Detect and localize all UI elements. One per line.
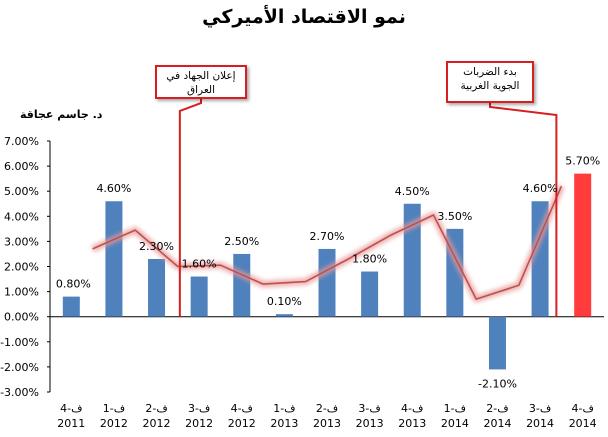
- bar: [361, 271, 379, 317]
- x-tick-label-quarter: ف-3: [358, 402, 380, 415]
- data-label: 0.80%: [56, 278, 91, 291]
- y-tick-label: -2.00%: [0, 361, 39, 374]
- bar: [105, 201, 123, 317]
- annotation-callout: بدء الضربات الجوية الغربية: [446, 61, 534, 103]
- x-tick-label-year: 2012: [100, 417, 128, 430]
- x-tick-label-year: 2012: [143, 417, 171, 430]
- annotation-connector: [178, 99, 202, 317]
- data-label: 3.50%: [437, 210, 472, 223]
- data-label: 4.50%: [395, 185, 430, 198]
- x-tick-label-quarter: ف-3: [529, 402, 551, 415]
- data-label: 2.50%: [224, 235, 259, 248]
- data-label: 5.70%: [565, 155, 600, 168]
- data-label: 2.30%: [139, 240, 174, 253]
- y-tick-label: 1.00%: [4, 286, 39, 299]
- y-tick-label: 4.00%: [4, 210, 39, 223]
- y-tick-label: 6.00%: [4, 160, 39, 173]
- x-tick-label-year: 2011: [57, 417, 85, 430]
- x-tick-label-year: 2012: [228, 417, 256, 430]
- annotation-callout: إعلان الجهاد في العراق: [155, 65, 247, 99]
- x-tick-label-year: 2014: [441, 417, 469, 430]
- x-tick-label-quarter: ف-4: [60, 402, 82, 415]
- x-tick-label-quarter: ف-2: [316, 402, 338, 415]
- bar: [574, 173, 592, 317]
- x-tick-label-year: 2012: [185, 417, 213, 430]
- chart-title: نمو الاقتصاد الأميركي: [202, 6, 406, 28]
- annotation-line: إعلان الجهاد في: [166, 70, 236, 82]
- data-label: -2.10%: [478, 377, 517, 390]
- bar: [62, 296, 80, 317]
- data-label: 4.60%: [523, 182, 558, 195]
- bar: [148, 258, 166, 317]
- x-tick-label-quarter: ف-1: [103, 402, 125, 415]
- annotation-line: العراق: [186, 84, 216, 96]
- x-tick-label-year: 2014: [569, 417, 597, 430]
- x-tick-label-quarter: ف-1: [273, 402, 295, 415]
- bar: [190, 276, 208, 317]
- x-tick-label-year: 2013: [398, 417, 426, 430]
- annotation-line: بدء الضربات: [463, 66, 517, 78]
- bar: [275, 314, 293, 317]
- x-tick-label-year: 2014: [526, 417, 554, 430]
- bar: [403, 203, 421, 317]
- x-tick-label-year: 2013: [356, 417, 384, 430]
- data-label: 0.10%: [267, 295, 302, 308]
- data-label: 1.80%: [352, 253, 387, 266]
- y-tick-label: -3.00%: [0, 386, 39, 399]
- x-tick-label-quarter: ف-1: [444, 402, 466, 415]
- y-tick-label: 2.00%: [4, 261, 39, 274]
- data-label: 2.70%: [310, 230, 345, 243]
- x-tick-label-quarter: ف-4: [401, 402, 423, 415]
- x-tick-label-quarter: ف-4: [572, 402, 594, 415]
- x-tick-label-quarter: ف-4: [231, 402, 253, 415]
- y-tick-label: 5.00%: [4, 185, 39, 198]
- bar: [233, 253, 251, 317]
- y-tick-label: 7.00%: [4, 135, 39, 148]
- y-tick-label: 0.00%: [4, 311, 39, 324]
- y-tick-label: 3.00%: [4, 235, 39, 248]
- annotation-connector: [489, 103, 558, 317]
- x-tick-label-quarter: ف-2: [486, 402, 508, 415]
- x-tick-label-quarter: ف-3: [188, 402, 210, 415]
- author-credit: د. جاسم عجاقة: [20, 108, 103, 121]
- x-tick-label-year: 2013: [270, 417, 298, 430]
- x-tick-label-year: 2014: [483, 417, 511, 430]
- x-tick-label-year: 2013: [313, 417, 341, 430]
- annotation-line: الجوية الغربية: [460, 80, 520, 92]
- data-label: 4.60%: [96, 182, 131, 195]
- trend-line: [92, 185, 563, 300]
- bar: [318, 248, 336, 317]
- y-tick-label: -1.00%: [0, 336, 39, 349]
- bar: [488, 316, 506, 370]
- x-tick-label-quarter: ف-2: [145, 402, 167, 415]
- data-label: 1.60%: [182, 258, 217, 271]
